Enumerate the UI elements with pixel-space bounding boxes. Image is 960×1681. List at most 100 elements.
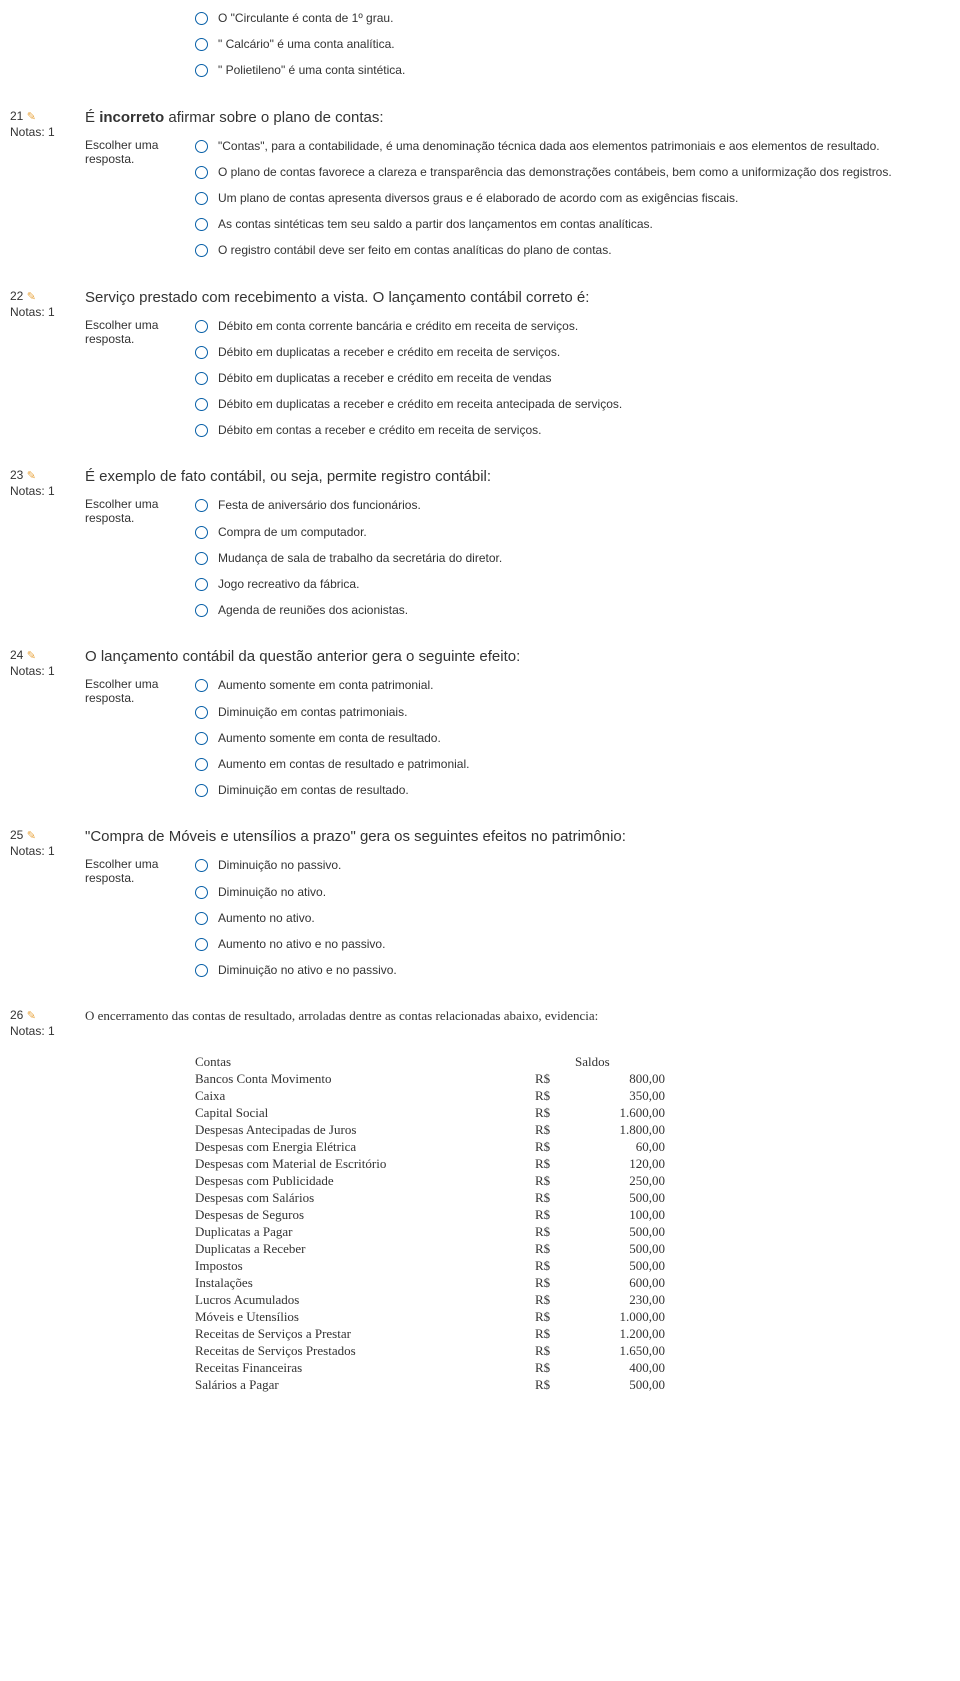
- radio-icon[interactable]: [195, 706, 208, 719]
- question-side: 24 ✎ Notas: 1: [10, 648, 85, 678]
- option-item[interactable]: O "Circulante é conta de 1º grau.: [195, 10, 950, 26]
- answer-prompt: Escolher uma resposta.: [85, 857, 195, 885]
- radio-icon[interactable]: [195, 218, 208, 231]
- radio-icon[interactable]: [195, 372, 208, 385]
- option-item[interactable]: Diminuição em contas de resultado.: [195, 782, 950, 798]
- radio-icon[interactable]: [195, 64, 208, 77]
- option-item[interactable]: Mudança de sala de trabalho da secretári…: [195, 550, 950, 566]
- question-title: "Compra de Móveis e utensílios a prazo" …: [85, 828, 950, 845]
- radio-icon[interactable]: [195, 320, 208, 333]
- option-item[interactable]: Diminuição no ativo e no passivo.: [195, 962, 950, 978]
- option-item[interactable]: Aumento em contas de resultado e patrimo…: [195, 756, 950, 772]
- radio-icon[interactable]: [195, 140, 208, 153]
- radio-icon[interactable]: [195, 499, 208, 512]
- radio-icon[interactable]: [195, 784, 208, 797]
- option-item[interactable]: Diminuição em contas patrimoniais.: [195, 704, 950, 720]
- option-text: O "Circulante é conta de 1º grau.: [218, 10, 393, 26]
- radio-icon[interactable]: [195, 679, 208, 692]
- edit-icon[interactable]: ✎: [27, 470, 36, 482]
- option-item[interactable]: Jogo recreativo da fábrica.: [195, 576, 950, 592]
- option-item[interactable]: O registro contábil deve ser feito em co…: [195, 242, 950, 258]
- options-list: Débito em conta corrente bancária e créd…: [195, 318, 950, 439]
- option-item[interactable]: Um plano de contas apresenta diversos gr…: [195, 190, 950, 206]
- radio-icon[interactable]: [195, 964, 208, 977]
- table-row: Receitas de Serviços PrestadosR$1.650,00: [195, 1343, 665, 1360]
- options-list: Diminuição no passivo. Diminuição no ati…: [195, 857, 950, 978]
- option-item[interactable]: Diminuição no passivo.: [195, 857, 950, 873]
- question-main: O encerramento das contas de resultado, …: [85, 1008, 950, 1394]
- question-title: O encerramento das contas de resultado, …: [85, 1008, 950, 1024]
- option-text: Festa de aniversário dos funcionários.: [218, 497, 421, 513]
- option-item[interactable]: Débito em conta corrente bancária e créd…: [195, 318, 950, 334]
- edit-icon[interactable]: ✎: [27, 1010, 36, 1022]
- option-item[interactable]: O plano de contas favorece a clareza e t…: [195, 164, 950, 180]
- account-name: Despesas com Publicidade: [195, 1173, 535, 1190]
- option-item[interactable]: " Calcário" é uma conta analítica.: [195, 36, 950, 52]
- radio-icon[interactable]: [195, 758, 208, 771]
- radio-icon[interactable]: [195, 938, 208, 951]
- radio-icon[interactable]: [195, 398, 208, 411]
- table-row: Salários a PagarR$500,00: [195, 1377, 665, 1394]
- question-main: "Compra de Móveis e utensílios a prazo" …: [85, 828, 950, 978]
- question-side: 22 ✎ Notas: 1: [10, 289, 85, 319]
- option-text: Débito em contas a receber e crédito em …: [218, 422, 541, 438]
- option-item[interactable]: Aumento no ativo.: [195, 910, 950, 926]
- account-name: Instalações: [195, 1275, 535, 1292]
- radio-icon[interactable]: [195, 12, 208, 25]
- currency-label: R$: [535, 1071, 575, 1088]
- option-item[interactable]: Débito em duplicatas a receber e crédito…: [195, 344, 950, 360]
- radio-icon[interactable]: [195, 166, 208, 179]
- radio-icon[interactable]: [195, 604, 208, 617]
- radio-icon[interactable]: [195, 526, 208, 539]
- radio-icon[interactable]: [195, 886, 208, 899]
- currency-label: R$: [535, 1309, 575, 1326]
- currency-label: R$: [535, 1156, 575, 1173]
- account-name: Lucros Acumulados: [195, 1292, 535, 1309]
- radio-icon[interactable]: [195, 38, 208, 51]
- account-value: 1.650,00: [575, 1343, 665, 1360]
- currency-label: R$: [535, 1326, 575, 1343]
- radio-icon[interactable]: [195, 424, 208, 437]
- option-item[interactable]: Débito em duplicatas a receber e crédito…: [195, 396, 950, 412]
- radio-icon[interactable]: [195, 192, 208, 205]
- radio-icon[interactable]: [195, 578, 208, 591]
- question-side: 25 ✎ Notas: 1: [10, 828, 85, 858]
- option-item[interactable]: " Polietileno" é uma conta sintética.: [195, 62, 950, 78]
- radio-icon[interactable]: [195, 244, 208, 257]
- option-item[interactable]: "Contas", para a contabilidade, é uma de…: [195, 138, 950, 154]
- question-21: 21 ✎ Notas: 1 É incorreto afirmar sobre …: [10, 109, 950, 259]
- option-text: " Polietileno" é uma conta sintética.: [218, 62, 405, 78]
- option-item[interactable]: Aumento somente em conta patrimonial.: [195, 677, 950, 693]
- option-item[interactable]: As contas sintéticas tem seu saldo a par…: [195, 216, 950, 232]
- option-item[interactable]: Agenda de reuniões dos acionistas.: [195, 602, 950, 618]
- currency-label: R$: [535, 1173, 575, 1190]
- question-main: É exemplo de fato contábil, ou seja, per…: [85, 468, 950, 618]
- option-item[interactable]: Diminuição no ativo.: [195, 884, 950, 900]
- table-row: Duplicatas a PagarR$500,00: [195, 1224, 665, 1241]
- header-contas: Contas: [195, 1054, 535, 1071]
- currency-label: R$: [535, 1122, 575, 1139]
- radio-icon[interactable]: [195, 732, 208, 745]
- question-24: 24 ✎ Notas: 1 O lançamento contábil da q…: [10, 648, 950, 798]
- notas-label: Notas: 1: [10, 1024, 85, 1038]
- option-text: Débito em duplicatas a receber e crédito…: [218, 344, 560, 360]
- edit-icon[interactable]: ✎: [27, 291, 36, 303]
- option-item[interactable]: Compra de um computador.: [195, 524, 950, 540]
- edit-icon[interactable]: ✎: [27, 650, 36, 662]
- option-item[interactable]: Aumento somente em conta de resultado.: [195, 730, 950, 746]
- edit-icon[interactable]: ✎: [27, 111, 36, 123]
- notas-label: Notas: 1: [10, 664, 85, 678]
- radio-icon[interactable]: [195, 346, 208, 359]
- account-value: 1.000,00: [575, 1309, 665, 1326]
- option-text: Diminuição em contas de resultado.: [218, 782, 409, 798]
- radio-icon[interactable]: [195, 912, 208, 925]
- option-text: O registro contábil deve ser feito em co…: [218, 242, 612, 258]
- option-item[interactable]: Aumento no ativo e no passivo.: [195, 936, 950, 952]
- option-item[interactable]: Débito em contas a receber e crédito em …: [195, 422, 950, 438]
- radio-icon[interactable]: [195, 859, 208, 872]
- question-23: 23 ✎ Notas: 1 É exemplo de fato contábil…: [10, 468, 950, 618]
- radio-icon[interactable]: [195, 552, 208, 565]
- option-item[interactable]: Festa de aniversário dos funcionários.: [195, 497, 950, 513]
- edit-icon[interactable]: ✎: [27, 830, 36, 842]
- option-item[interactable]: Débito em duplicatas a receber e crédito…: [195, 370, 950, 386]
